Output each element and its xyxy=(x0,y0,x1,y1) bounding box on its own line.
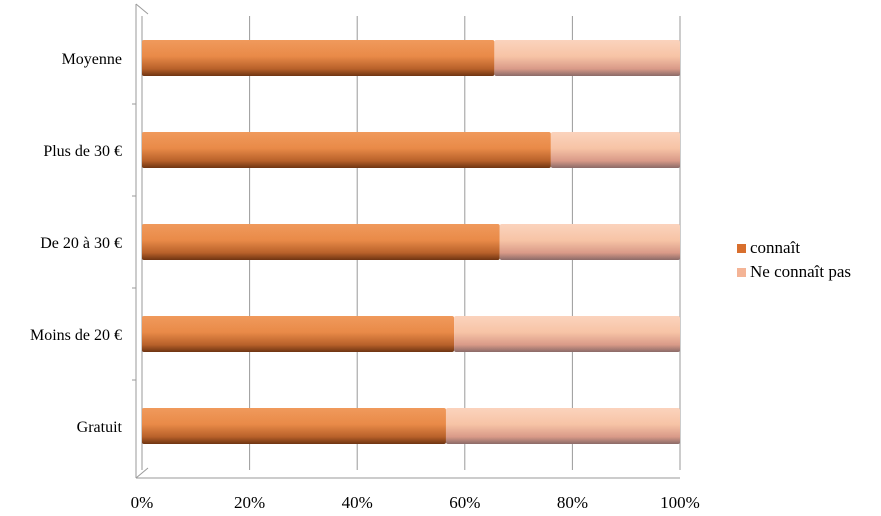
x-tick-label: 20% xyxy=(234,493,265,512)
legend-label-ne-connait-pas: Ne connaît pas xyxy=(750,262,852,281)
category-label: Plus de 30 € xyxy=(43,143,122,160)
bar-ne-connait-pas xyxy=(494,40,680,76)
bar-ne-connait-pas xyxy=(499,224,680,260)
x-tick-label: 40% xyxy=(342,493,373,512)
bar-connait xyxy=(142,40,495,76)
y-axis-depth xyxy=(135,3,149,15)
legend-swatch-connait xyxy=(737,243,746,253)
bar-ne-connait-pas xyxy=(550,132,680,168)
floor-depth xyxy=(135,467,149,479)
bar-connait xyxy=(142,132,551,168)
tick-labels: 0% 20% 40% 60% 80% 100% xyxy=(131,493,700,512)
legend-item-connait: connaît xyxy=(737,236,851,260)
legend-swatch-ne-connait-pas xyxy=(737,267,746,277)
category-label: Moyenne xyxy=(62,51,122,68)
category-label: De 20 à 30 € xyxy=(40,235,122,252)
x-tick-label: 0% xyxy=(131,493,154,512)
x-tick-label: 80% xyxy=(557,493,588,512)
legend-label-connait: connaît xyxy=(750,238,801,257)
x-tick-label: 100% xyxy=(660,493,700,512)
legend: connaît Ne connaît pas xyxy=(737,236,851,284)
axes xyxy=(132,3,680,479)
bar-ne-connait-pas xyxy=(445,408,680,444)
bar-connait xyxy=(142,224,500,260)
bar-connait xyxy=(142,408,446,444)
category-label: Moins de 20 € xyxy=(30,327,122,344)
x-tick-label: 60% xyxy=(449,493,480,512)
bar-connait xyxy=(142,316,455,352)
legend-item-ne-connait-pas: Ne connaît pas xyxy=(737,260,851,284)
category-label: Gratuit xyxy=(77,419,123,436)
bars xyxy=(142,40,680,444)
category-labels: Moyenne Plus de 30 € De 20 à 30 € Moins de … xyxy=(30,51,123,436)
bar-ne-connait-pas xyxy=(454,316,680,352)
